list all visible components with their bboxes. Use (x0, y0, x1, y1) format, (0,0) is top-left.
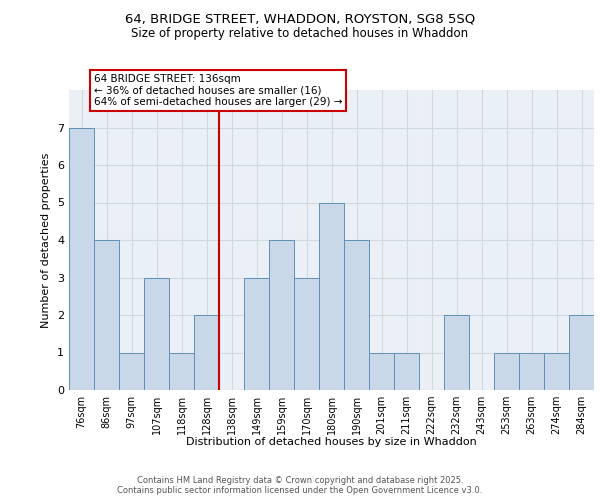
Bar (544, 352, 569, 390)
Text: Size of property relative to detached houses in Whaddon: Size of property relative to detached ho… (131, 28, 469, 40)
Y-axis label: Number of detached properties: Number of detached properties (41, 152, 52, 328)
Bar (519, 352, 544, 390)
Bar (569, 315, 594, 390)
Bar (144, 278, 169, 390)
Bar (69, 128, 94, 390)
Bar (194, 315, 219, 390)
Bar (269, 240, 294, 390)
Bar (244, 278, 269, 390)
Text: 64 BRIDGE STREET: 136sqm
← 36% of detached houses are smaller (16)
64% of semi-d: 64 BRIDGE STREET: 136sqm ← 36% of detach… (94, 74, 343, 107)
Text: Contains HM Land Registry data © Crown copyright and database right 2025.
Contai: Contains HM Land Registry data © Crown c… (118, 476, 482, 495)
Bar (94, 240, 119, 390)
Bar (444, 315, 469, 390)
Bar (394, 352, 419, 390)
Bar (169, 352, 194, 390)
Bar (344, 240, 369, 390)
Bar (319, 202, 344, 390)
Bar (494, 352, 519, 390)
Text: 64, BRIDGE STREET, WHADDON, ROYSTON, SG8 5SQ: 64, BRIDGE STREET, WHADDON, ROYSTON, SG8… (125, 12, 475, 26)
X-axis label: Distribution of detached houses by size in Whaddon: Distribution of detached houses by size … (186, 437, 477, 447)
Bar (294, 278, 319, 390)
Bar (369, 352, 394, 390)
Bar (119, 352, 144, 390)
